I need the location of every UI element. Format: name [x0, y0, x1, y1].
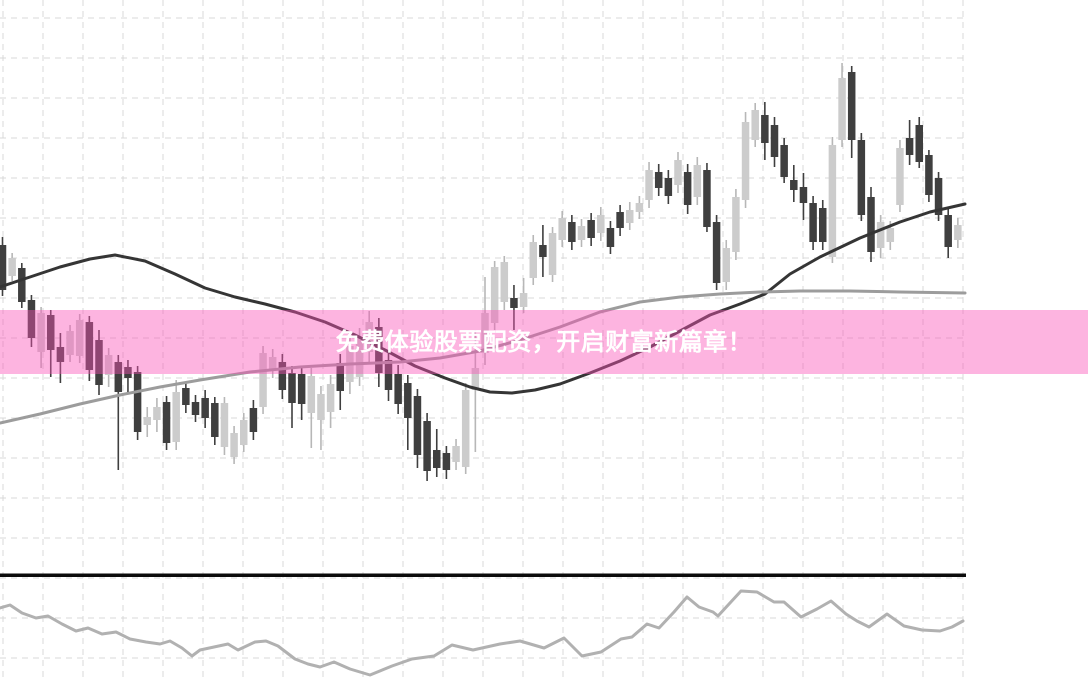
- candles: [0, 63, 962, 481]
- grid-lines: [0, 0, 966, 682]
- promo-banner[interactable]: 免费体验股票配资，开启财富新篇章！: [0, 310, 1088, 374]
- panel-separator: [0, 573, 966, 577]
- sub-indicator-line: [0, 589, 965, 677]
- promo-banner-text: 免费体验股票配资，开启财富新篇章！: [335, 329, 753, 356]
- ma-line-gray: [0, 289, 967, 425]
- ma-line-dark: [0, 202, 967, 395]
